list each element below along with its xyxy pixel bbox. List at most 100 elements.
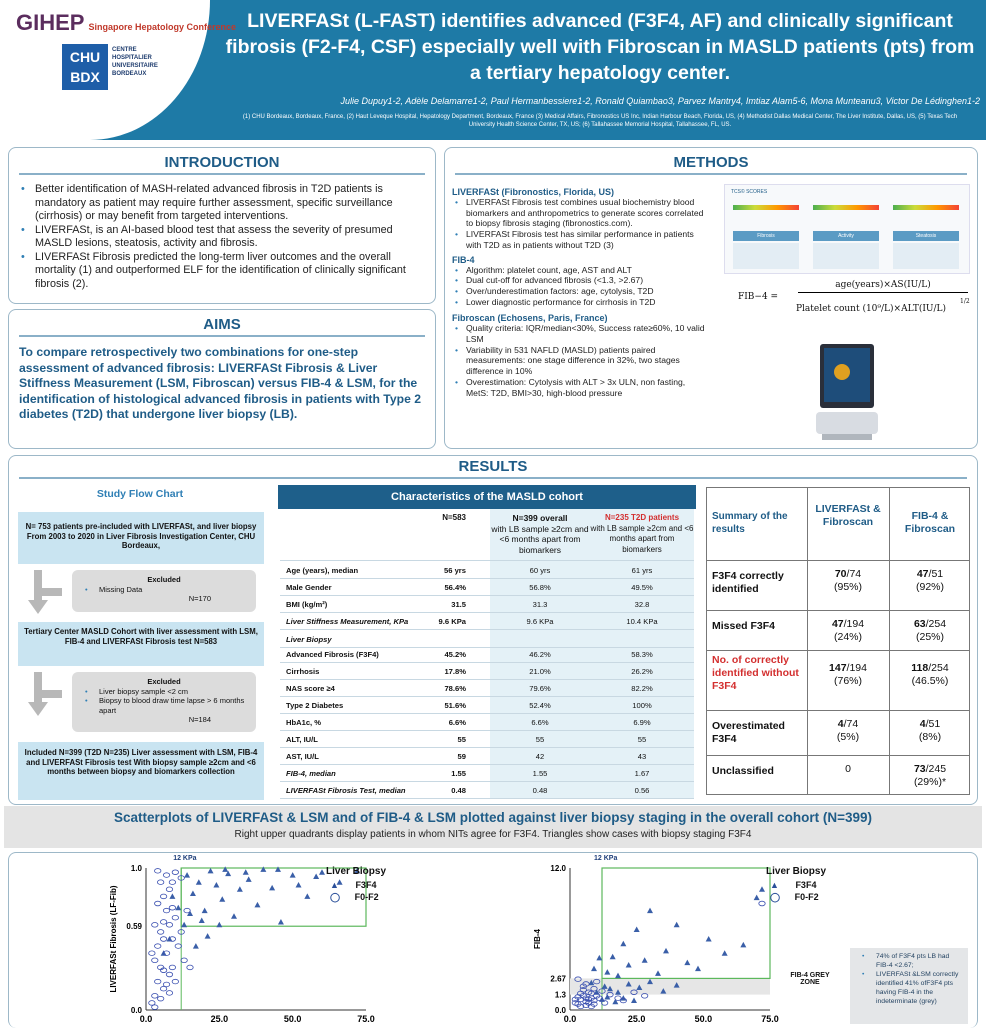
data-point-triangle (633, 926, 640, 933)
table-cell: 6.9% (633, 718, 651, 727)
fibroscan-list: Quality criteria: IQR/median<30%, Succes… (452, 323, 707, 398)
table-row: Cirrhosis 17.8% 21.0% 26.2% (280, 663, 694, 680)
data-point-circle (641, 993, 649, 999)
table-cell: LIVERFASt Fibrosis Test, median (286, 786, 406, 795)
flow-excluded-2: Excluded Liver biopsy sample <2 cm Biops… (72, 672, 256, 732)
summary-cell: 118/254 (46.5%) (911, 662, 949, 687)
data-point-triangle (260, 866, 267, 872)
aims-panel: AIMS To compare retrospectively two comb… (8, 309, 436, 449)
data-point-triangle (295, 882, 302, 888)
data-point-circle (595, 995, 603, 1001)
data-point-circle (160, 967, 168, 973)
activity-result (813, 243, 879, 269)
table-cell: Age (years), median (286, 566, 359, 575)
excluded-title: Excluded (147, 575, 181, 584)
list-item: Over/underestimation factors: age, cytol… (452, 286, 707, 297)
data-point-triangle (705, 936, 712, 942)
data-point-triangle (189, 890, 196, 897)
legend-f0f2: ◯ F0-F2 (330, 892, 379, 902)
grey-zone-band (570, 978, 770, 995)
data-point-triangle (195, 879, 202, 885)
data-point-triangle (354, 867, 361, 874)
table-cell: 51.6% (444, 701, 466, 710)
table-cell: 49.5% (631, 583, 653, 592)
data-point-circle (160, 985, 168, 992)
table-cell: 1.67 (634, 769, 650, 778)
table-row: Liver Stiffness Measurement, KPa 9.6 KPa 9… (280, 613, 694, 630)
row-divider (706, 560, 970, 561)
data-point-circle (165, 886, 174, 892)
list-item: LIVERFASt, is an AI-based blood test tha… (13, 224, 427, 251)
y-tick-label: 0.0 (131, 1006, 143, 1015)
legend-title-2: Liver Biopsy (766, 866, 827, 877)
data-point-circle (630, 989, 638, 995)
table-row: Type 2 Diabetes 51.6% 52.4% 100% (280, 697, 694, 714)
data-point-circle (593, 978, 601, 985)
scatter-liverfast-chart: 12 KPa 0.0 25.0 50.0 75.0 0.0 0.59 1.0 LIVERFASt… (109, 855, 375, 1024)
chu-logo-text: CENTRE HOSPITALIER UNIVERSITAIRE BORDEAU… (112, 47, 158, 77)
col-header-overall: N=399 overall with LB sample ≥2cm and <6 … (491, 513, 589, 555)
data-point-triangle (187, 910, 193, 916)
table-cell: 31.5 (451, 600, 466, 609)
data-point-triangle (684, 959, 691, 966)
x-tick-label: 25.0 (628, 1014, 646, 1024)
data-point-circle (151, 1004, 159, 1010)
data-point-triangle (631, 997, 637, 1004)
introduction-panel: INTRODUCTION Better identification of MA… (8, 147, 436, 304)
data-point-triangle (625, 962, 632, 968)
table-cell: HbA1c, % (286, 718, 322, 727)
col-header-t2d: N=235 T2D patients with LB sample ≥2cm an… (590, 513, 694, 554)
data-point-triangle (596, 954, 603, 961)
legend-f0f2-2: ◯ F0-F2 (770, 892, 819, 902)
list-item: LIVERFASt &LSM correctly identified 41% … (854, 970, 964, 1006)
y-axis-label: LIVERFASt Fibrosis (LF-Fib) (109, 885, 118, 992)
characteristics-title: Characteristics of the MASLD cohort (278, 485, 696, 509)
data-point-circle (151, 993, 159, 999)
table-cell: 55 (637, 735, 647, 744)
table-cell: 61 yrs (631, 566, 653, 575)
table-cell: 43 (637, 752, 647, 761)
data-point-triangle (660, 988, 667, 994)
scatter-subtitle: Right upper quadrants display patients i… (234, 829, 752, 840)
table-cell: 0.48 (532, 786, 548, 795)
table-row: LIVERFASt Fibrosis Test, median 0.48 0.48 0… (280, 782, 694, 799)
fib4-grey-zone-label: FIB-4 GREY ZONE (790, 972, 830, 986)
table-cell: 21.0% (529, 667, 551, 676)
data-point-circle (606, 991, 614, 998)
data-point-circle (160, 936, 168, 942)
data-point-circle (590, 985, 598, 992)
table-cell: 79.6% (529, 684, 551, 693)
table-cell: 45.2% (444, 650, 466, 659)
data-point-circle (162, 950, 171, 956)
table-row: HbA1c, % 6.6% 6.6% 6.9% (280, 714, 694, 731)
data-point-circle (154, 900, 162, 907)
flow-box-preincluded: N= 753 patients pre-included with LIVERF… (18, 512, 264, 564)
y-tick-label: 1.0 (131, 864, 143, 873)
data-point-triangle (625, 980, 632, 987)
data-point-triangle (277, 918, 284, 925)
tcs-scores-figure: TCS© SCORES Fibrosis Activity Steatosis (724, 184, 970, 274)
liverfast-list: LIVERFASt Fibrosis test combines usual b… (452, 197, 707, 251)
data-point-triangle (304, 893, 311, 899)
steatosis-result (893, 243, 959, 269)
x-tick-label: 25.0 (211, 1014, 229, 1024)
table-cell: BMI (kg/m²) (286, 600, 328, 609)
table-cell: 56.4% (444, 583, 466, 592)
row-divider (706, 650, 970, 651)
conference-logo-text: Singapore Hepatology Conference (88, 22, 236, 32)
data-point-circle (174, 943, 182, 949)
list-item: Overestimation: Cytolysis with ALT > 3x … (452, 377, 707, 398)
col-header-all: N=583 (442, 513, 466, 522)
scores-label: TCS© SCORES (731, 189, 768, 195)
data-point-triangle (673, 982, 680, 988)
chu-logo: CHU BDX (62, 44, 108, 90)
scatter-fib4-chart: 12 KPa 0.0 25.0 50.0 75.0 0.0 1.3 2.67 12.0 FIB-4 (533, 855, 779, 1024)
summary-cell: 47/51 (92%) (915, 568, 944, 593)
list-item: Variability in 531 NAFLD (MASLD) patient… (452, 345, 707, 377)
summary-header-fib4: FIB-4 & Fibroscan (904, 510, 956, 535)
data-point-circle (168, 936, 177, 942)
data-point-circle (160, 893, 168, 900)
fibrosis-scale (733, 205, 799, 210)
y-axis-label: FIB-4 (533, 928, 542, 949)
poster-number: #37 (74, 108, 111, 133)
